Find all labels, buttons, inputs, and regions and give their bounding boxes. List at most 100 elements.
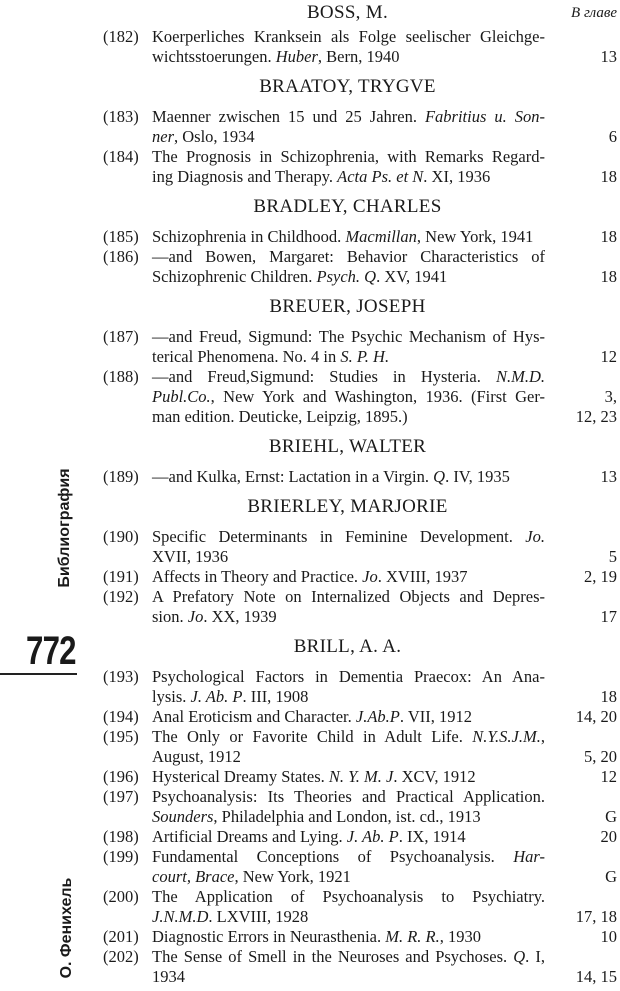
entry-text-line: The Only or Favorite Child in Adult Life… <box>152 727 545 747</box>
entry-text: The Prognosis in Schizophrenia, with Rem… <box>152 147 545 166</box>
entry-text-line: —and Freud,Sigmund: Studies in Hysteria.… <box>152 367 545 387</box>
chapter-reference: 10 <box>600 927 618 946</box>
entry-text-line: —and Freud, Sigmund: The Psychic Mechani… <box>152 327 545 347</box>
entry-source-italic: ner <box>152 127 174 146</box>
bibliography-sections: BOSS, M. (182) Koerperliches Kranksein als… <box>100 0 620 987</box>
entry-text: A Prefatory Note on Internalized Objects… <box>152 587 545 606</box>
entry-source-italic: Sounders <box>152 807 214 826</box>
chapter-reference: 13 <box>600 47 618 66</box>
entry-source-italic: S. P. H. <box>340 347 390 366</box>
entry-number: (195) <box>103 727 139 746</box>
entry-source-italic: J. Ab. P <box>190 687 243 706</box>
entry-text-line: Koerperliches Kranksein als Folge seelis… <box>152 27 545 47</box>
bibliography-entry: (200) The Application of Psychoanalysis t… <box>100 887 620 927</box>
entry-text: The Only or Favorite Child in Adult Life… <box>152 727 473 746</box>
chapter-reference: G <box>605 807 617 826</box>
entry-text: , New York, 1941 <box>416 227 534 246</box>
entry-text: Psychological Factors in Dementia Praeco… <box>152 667 545 686</box>
chapter-reference: 18 <box>600 227 618 246</box>
entry-text: August, 1912 <box>152 747 241 766</box>
entry-text: —and Bowen, Margaret: Behavior Character… <box>152 247 545 266</box>
entry-number: (184) <box>103 147 139 166</box>
entry-text-line: lysis. J. Ab. P. III, 1908 <box>152 687 545 707</box>
chapter-reference: 2, 19 <box>584 567 617 586</box>
bibliography-entry: (201) Diagnostic Errors in Neurasthenia. … <box>100 927 620 947</box>
entry-text-line: wichtsstoerungen. Huber, Bern, 1940 <box>152 47 545 67</box>
entry-number: (183) <box>103 107 139 126</box>
entry-text: Koerperliches Kranksein als Folge seelis… <box>152 27 545 46</box>
entry-source-italic: N. Y. M. J <box>328 767 394 786</box>
author-heading: BRADLEY, CHARLES <box>253 196 442 217</box>
entry-text-line: Maenner zwischen 15 und 25 Jahren. Fabri… <box>152 107 545 127</box>
entry-source-italic: N.Y.S.J.M. <box>472 727 541 746</box>
entry-text-line: 1934 <box>152 967 545 987</box>
entry-text: ing Diagnosis and Therapy. <box>152 167 338 186</box>
entry-text: . XI, 1936 <box>423 167 491 186</box>
entry-source-italic: Publ.Co. <box>152 387 211 406</box>
bibliography-entry: (192) A Prefatory Note on Internalized Ob… <box>100 587 620 627</box>
entry-number: (185) <box>103 227 139 246</box>
entry-text: , New York, 1921 <box>234 867 351 886</box>
entry-text-line: Psychoanalysis: Its Theories and Practic… <box>152 787 545 807</box>
entry-number: (192) <box>103 587 139 606</box>
entry-source-italic: Jo. <box>525 527 545 546</box>
entry-text: Anal Eroticism and Character. <box>152 707 356 726</box>
entry-text: . XVIII, 1937 <box>377 567 468 586</box>
entry-text: Schizophrenia in Childhood. <box>152 227 346 246</box>
entry-number: (187) <box>103 327 139 346</box>
entry-text: , New York and Washington, 1936. (First … <box>210 387 545 406</box>
entry-source-italic: Jo <box>187 607 204 626</box>
entry-text-line: XVII, 1936 <box>152 547 545 567</box>
bibliography-entry: (182) Koerperliches Kranksein als Folge s… <box>100 27 620 67</box>
chapter-reference: 18 <box>600 167 618 186</box>
entry-number: (197) <box>103 787 139 806</box>
entry-source-italic: J.N.M.D <box>152 907 209 926</box>
chapter-reference: 20 <box>600 827 618 846</box>
entry-source-italic: Macmillan <box>345 227 417 246</box>
entry-text: Diagnostic Errors in Neurasthenia. <box>152 927 386 946</box>
entry-text: . III, 1908 <box>242 687 309 706</box>
bibliography-entry: (193) Psychological Factors in Dementia P… <box>100 667 620 707</box>
column-label-chapter: В главе <box>571 5 617 21</box>
entry-text: Hysterical Dreamy States. <box>152 767 329 786</box>
entry-text: Psychoanalysis: Its Theories and Practic… <box>152 787 545 806</box>
entry-number: (193) <box>103 667 139 686</box>
entry-text-line: Schizophrenic Children. Psych. Q. XV, 19… <box>152 267 545 287</box>
entry-text: sion. <box>152 607 188 626</box>
entry-text-line: Sounders, Philadelphia and London, ist. … <box>152 807 545 827</box>
bibliography-entry: (195) The Only or Favorite Child in Adult… <box>100 727 620 767</box>
entry-text-line: The Prognosis in Schizophrenia, with Rem… <box>152 147 545 167</box>
bibliography-entry: (183) Maenner zwischen 15 und 25 Jahren. … <box>100 107 620 147</box>
bibliography-entry: (187) —and Freud, Sigmund: The Psychic Me… <box>100 327 620 367</box>
entry-number: (194) <box>103 707 139 726</box>
page-number-rule <box>0 673 77 675</box>
entry-number: (201) <box>103 927 139 946</box>
entry-text-line: —and Kulka, Ernst: Lactation in a Virgin… <box>152 467 545 487</box>
chapter-reference: 17, 18 <box>575 907 617 926</box>
entry-text: . LXVIII, 1928 <box>208 907 309 926</box>
bibliography-entry: (185) Schizophrenia in Childhood. Macmill… <box>100 227 620 247</box>
bibliography-entry: (186) —and Bowen, Margaret: Behavior Char… <box>100 247 620 287</box>
entry-text: 1934 <box>152 967 185 986</box>
entry-source-italic: Har- <box>513 847 545 866</box>
entry-text-line: Hysterical Dreamy States. N. Y. M. J. XC… <box>152 767 545 787</box>
entry-number: (200) <box>103 887 139 906</box>
entry-text-line: Fundamental Conceptions of Psychoanalysi… <box>152 847 545 867</box>
entry-text: . VII, 1912 <box>399 707 472 726</box>
entry-text-line: ing Diagnosis and Therapy. Acta Ps. et N… <box>152 167 545 187</box>
chapter-reference: 12, 23 <box>575 407 617 426</box>
running-author-name: О. Фенихель <box>58 877 75 979</box>
entry-number: (186) <box>103 247 139 266</box>
entry-text: . I, <box>525 947 545 966</box>
chapter-reference: 12 <box>600 347 618 366</box>
entry-text-line: man edition. Deuticke, Leipzig, 1895.) <box>152 407 545 427</box>
author-heading: BRIERLEY, MARJORIE <box>247 496 448 517</box>
bibliography-entry: (196) Hysterical Dreamy States. N. Y. M. … <box>100 767 620 787</box>
entry-text: . IX, 1914 <box>398 827 466 846</box>
author-heading: BOSS, M. <box>306 2 389 23</box>
entry-text: , Bern, 1940 <box>317 47 400 66</box>
entry-text: —and Freud, Sigmund: The Psychic Mechani… <box>152 327 545 346</box>
entry-source-italic: Fabritius u. Son- <box>424 107 546 126</box>
entry-text: The Application of Psychoanalysis to Psy… <box>152 887 545 906</box>
chapter-reference: 12 <box>600 767 618 786</box>
